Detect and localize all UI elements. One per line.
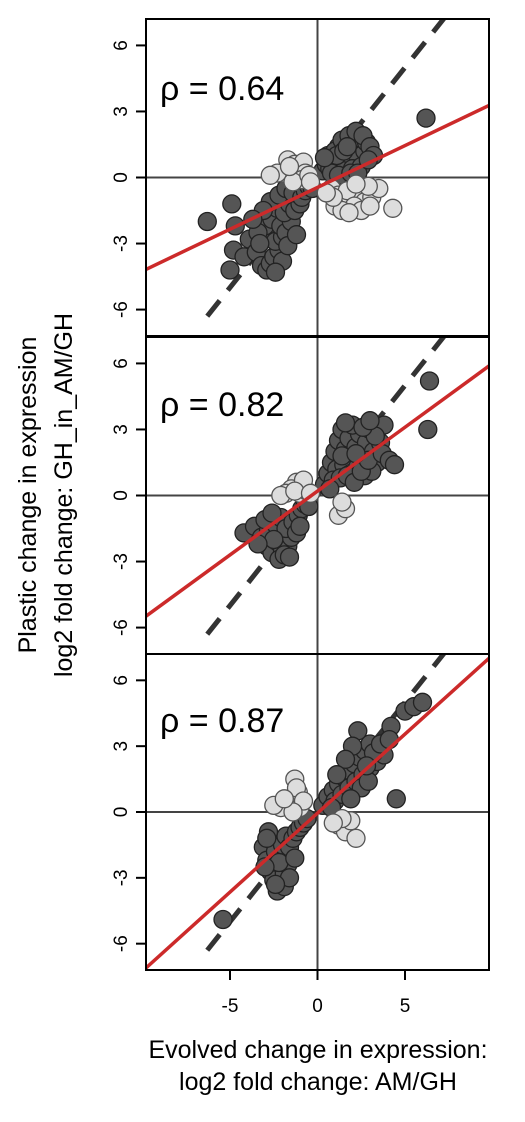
x-tick-label: 0: [312, 996, 323, 1017]
panel-3-rho-label: ρ = 0.87: [160, 702, 284, 740]
data-point-discordant: [383, 198, 403, 218]
x-axis-title-line2: log2 fold change: AM/GH: [179, 1068, 457, 1096]
data-point-discordant: [285, 481, 305, 501]
panel-2-plot: [146, 337, 489, 654]
data-point-concordant: [220, 260, 240, 280]
regression-line: [146, 364, 489, 618]
data-point-discordant: [260, 165, 280, 185]
data-point-concordant: [418, 419, 438, 440]
y-tick-label: 6: [111, 40, 132, 51]
data-point-concordant: [419, 371, 440, 391]
y-tick-label: 6: [111, 358, 132, 369]
data-point-concordant: [262, 503, 282, 523]
data-point-concordant: [257, 828, 277, 848]
panel-3-plot: [146, 654, 489, 970]
x-axis: -5 0 5: [222, 970, 411, 1017]
data-point-discordant: [360, 196, 380, 216]
data-point-discordant: [332, 492, 352, 512]
y-tick-label: 0: [111, 807, 132, 818]
regression-line: [146, 656, 489, 970]
data-point-concordant: [379, 729, 399, 750]
data-point-concordant: [222, 194, 242, 214]
panel-2-rho-label: ρ = 0.82: [160, 386, 284, 424]
y-tick-label: -3: [111, 869, 132, 886]
data-point-discordant: [346, 828, 366, 848]
data-point-concordant: [412, 692, 433, 712]
data-point-concordant: [335, 413, 356, 433]
identity-dashed-line: [205, 654, 447, 952]
panel-2: ρ = 0.82 -6 -3 0 3 6: [111, 336, 490, 655]
panel-1-rho-label: ρ = 0.64: [160, 70, 284, 108]
y-tick-label: 6: [111, 675, 132, 686]
y-tick-label: 0: [111, 490, 132, 501]
data-point-concordant: [264, 529, 284, 550]
y-tick-label: 0: [111, 172, 132, 183]
y-tick-label: -6: [111, 935, 132, 952]
data-point-discordant: [346, 174, 366, 194]
panel-1-plot: [146, 19, 489, 336]
data-point-concordant: [285, 848, 305, 868]
data-point-concordant: [335, 749, 356, 769]
data-point-concordant: [279, 547, 300, 567]
regression-line: [146, 103, 489, 271]
data-point-concordant: [327, 765, 347, 785]
data-point-concordant: [265, 874, 286, 895]
y-tick-label: 3: [111, 106, 132, 117]
y-tick-label: -3: [111, 553, 132, 570]
data-point-concordant: [265, 262, 286, 282]
data-point-discordant: [339, 203, 359, 223]
data-point-concordant: [386, 789, 406, 809]
data-point-concordant: [290, 516, 310, 536]
data-point-concordant: [197, 211, 217, 232]
data-point-concordant: [416, 108, 436, 128]
data-point-concordant: [250, 233, 270, 254]
panel-3-y-axis: -6 -3 0 3 6: [111, 675, 146, 952]
y-tick-label: -6: [111, 619, 132, 636]
identity-dashed-line: [205, 337, 447, 636]
panel-1-y-axis: -6 -3 0 3 6: [111, 40, 146, 318]
data-point-discordant: [283, 802, 303, 822]
data-point-concordant: [384, 455, 405, 475]
data-point-concordant: [341, 789, 361, 809]
data-point-concordant: [286, 225, 307, 245]
panel-1: ρ = 0.64 -6 -3 0 3 6: [111, 18, 490, 337]
panel-2-y-axis: -6 -3 0 3 6: [111, 358, 146, 636]
y-axis-title-line1: Plastic change in expression: [14, 337, 42, 654]
y-tick-label: 3: [111, 741, 132, 752]
data-point-discordant: [323, 813, 343, 833]
data-point-concordant: [213, 909, 233, 930]
y-tick-label: 3: [111, 424, 132, 435]
x-tick-label: 5: [400, 996, 411, 1017]
data-point-discordant: [279, 156, 300, 177]
x-axis-title-line1: Evolved change in expression:: [148, 1036, 487, 1064]
data-point-concordant: [314, 148, 335, 168]
data-point-concordant: [337, 137, 357, 157]
y-axis-title-line2: log2 fold change: GH_in_AM/GH: [50, 313, 78, 677]
data-point-concordant: [356, 756, 377, 776]
y-tick-label: -6: [111, 301, 132, 318]
data-point-discordant: [274, 789, 294, 809]
data-point-concordant: [360, 411, 380, 431]
y-tick-label: -3: [111, 235, 132, 252]
panel-3: ρ = 0.87 -6 -3 0 3 6: [111, 653, 490, 971]
x-tick-label: -5: [222, 996, 239, 1017]
